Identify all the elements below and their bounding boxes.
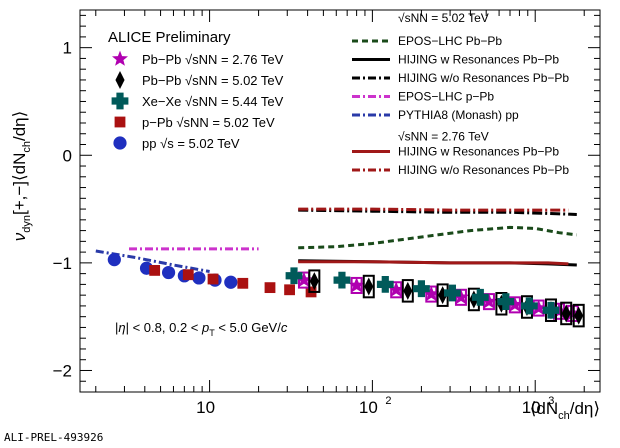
model-curves [95, 207, 577, 273]
systematic-box [560, 301, 573, 326]
x-axis-label: ⟨dNch/dη⟩ [530, 399, 600, 422]
data-point [574, 306, 584, 325]
legend-header: √sNN = 2.76 TeV [398, 130, 489, 144]
legend-marker [112, 50, 128, 66]
figure-id: ALI-PREL-493926 [4, 431, 103, 444]
data-point [333, 271, 351, 289]
data-point [107, 253, 121, 267]
systematic-box [308, 269, 321, 293]
data-point [413, 280, 430, 298]
legend-model-label: HIJING w Resonances Pb−Pb [398, 145, 559, 159]
model-curve [298, 260, 569, 266]
legend-marker [115, 71, 125, 89]
data-point [376, 275, 394, 293]
legend-marker [113, 136, 127, 150]
legend-model-label: PYTHIA8 (Monash) pp [398, 108, 519, 122]
data-point [443, 284, 461, 302]
svg-text:νdyn[+,−]⟨dNch/dη⟩: νdyn[+,−]⟨dNch/dη⟩ [10, 111, 33, 242]
data-point [182, 269, 194, 281]
kinematic-annotation: |η| < 0.8, 0.2 < pT < 5.0 GeV/c [115, 320, 288, 338]
systematic-box [401, 279, 414, 303]
data-point [296, 271, 312, 287]
x-tick-exponent: 2 [385, 395, 391, 407]
data-point [403, 281, 413, 300]
y-axis-label: νdyn[+,−]⟨dNch/dη⟩ [10, 111, 33, 242]
data-point [285, 267, 303, 285]
y-tick-label: −1 [53, 254, 72, 273]
data-point [542, 301, 560, 319]
systematic-box [572, 303, 585, 328]
y-tick-label: 1 [63, 39, 72, 58]
y-tick-label: −2 [53, 361, 72, 380]
data-point [520, 297, 538, 315]
data-point [348, 277, 365, 293]
data-point [564, 305, 581, 321]
legend-marker [114, 116, 126, 128]
plot-frame [79, 9, 601, 393]
legend-model-label: EPOS−LHC Pb−Pb [398, 34, 502, 48]
data-point [224, 275, 238, 289]
data-point [423, 285, 440, 301]
data-point [161, 265, 176, 280]
data-point [471, 288, 489, 306]
data-point [237, 277, 249, 289]
legend-label: Pb−Pb √sNN = 2.76 TeV [142, 52, 284, 67]
legend-model-label: HIJING w/o Resonances Pb−Pb [398, 71, 569, 85]
legend-label: pp √s = 5.02 TeV [142, 136, 240, 151]
data-point [453, 288, 469, 305]
model-curve [298, 208, 577, 216]
legend-label: Xe−Xe √sNN = 5.44 TeV [142, 94, 284, 109]
data-point [481, 293, 497, 309]
data-point [530, 299, 547, 315]
legend-marker [111, 92, 129, 110]
x-tick-label: 10 [196, 398, 215, 417]
data-point [192, 271, 206, 285]
model-curve [298, 225, 577, 250]
data-point [506, 296, 523, 312]
x-tick-label: 10 [522, 398, 541, 417]
y-tick-label: 0 [63, 146, 72, 165]
data-point [364, 277, 374, 296]
x-tick-label: 10 [359, 398, 378, 417]
axes: 10−1−210 10 2 10 3 [53, 9, 601, 417]
legend-header: √sNN = 5.02 TeV [398, 11, 489, 25]
legend: Pb−Pb √sNN = 2.76 TeV Pb−Pb √sNN = 5.02 T… [111, 11, 569, 177]
x-tick-exponent: 3 [548, 395, 554, 407]
data-point [561, 304, 571, 323]
legend-label: p−Pb √sNN = 5.02 TeV [142, 115, 275, 130]
legend-label: Pb−Pb √sNN = 5.02 TeV [142, 73, 284, 88]
data-point [284, 284, 295, 296]
data-point [207, 273, 219, 285]
legend-model-label: HIJING w/o Resonances Pb−Pb [398, 163, 569, 177]
data-point [497, 293, 515, 311]
legend-model-label: HIJING w Resonances Pb−Pb [398, 53, 559, 67]
chart-title: ALICE Preliminary [108, 29, 231, 46]
systematic-box [362, 274, 375, 299]
data-point [264, 282, 276, 294]
data-point [388, 281, 405, 297]
model-curve [298, 207, 569, 212]
legend-model-label: EPOS−LHC p−Pb [398, 90, 494, 104]
data-points [107, 253, 585, 328]
data-point [149, 265, 161, 276]
data-point [309, 272, 319, 291]
